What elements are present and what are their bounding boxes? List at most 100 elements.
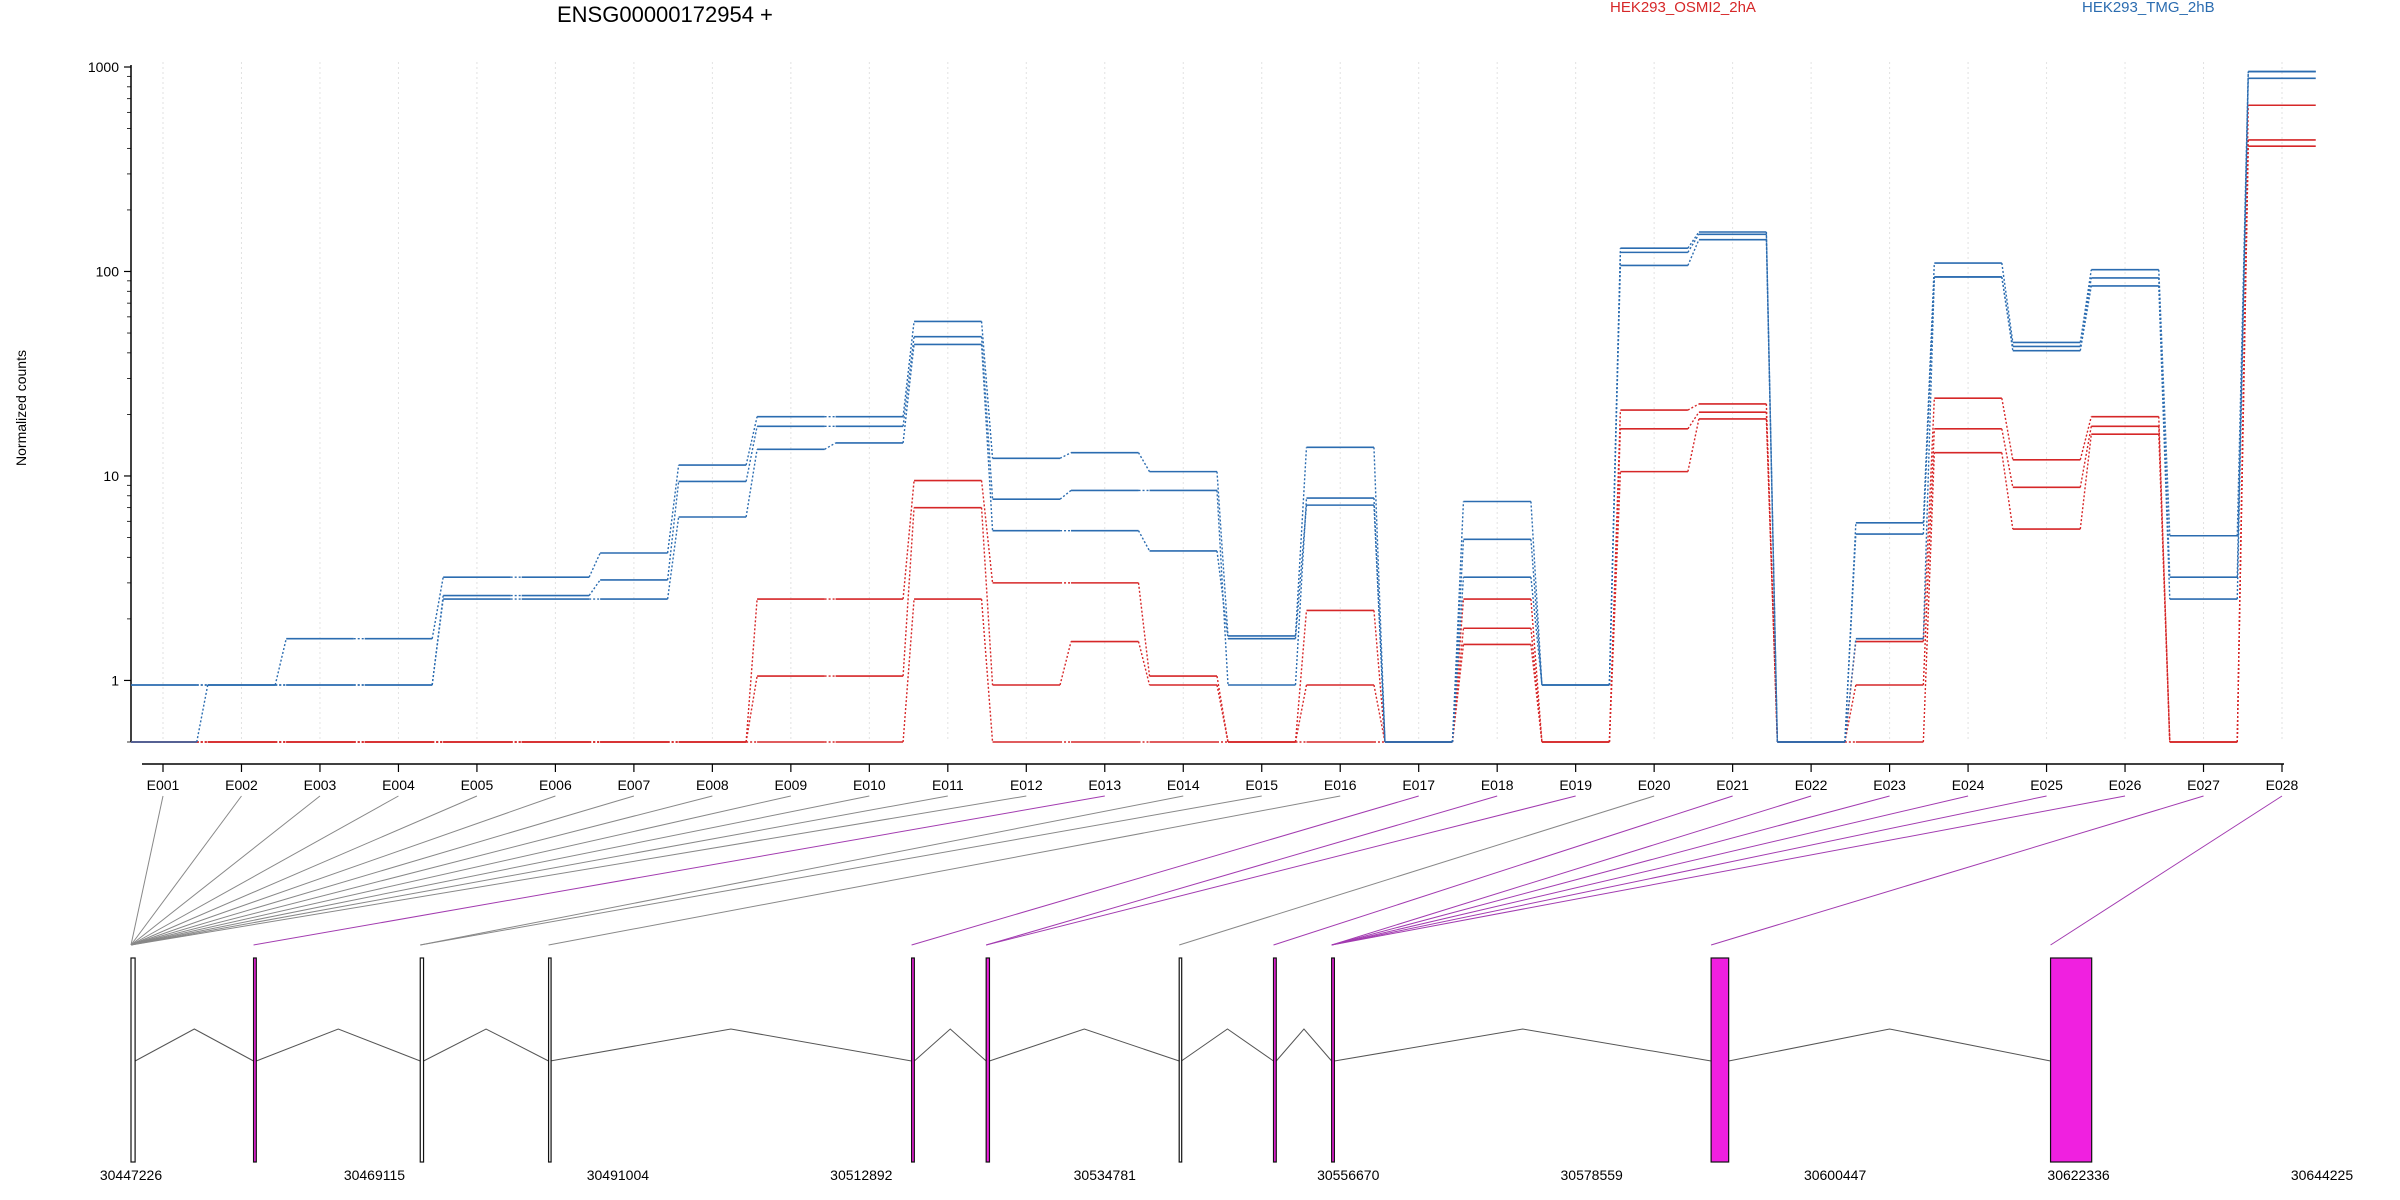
- series-5-connector: [1451, 501, 1465, 743]
- gene-coordinate-label: 30534781: [1074, 1167, 1137, 1183]
- series-5-connector: [1216, 471, 1229, 637]
- series-3-connector: [666, 516, 680, 600]
- x-tick-label-E008: E008: [696, 777, 729, 793]
- gene-exon-1: [130, 957, 136, 1163]
- series-5-connector: [2001, 262, 2014, 343]
- series-1-connector: [1059, 641, 1072, 686]
- series-1-connector: [1530, 628, 1543, 743]
- intron-5: [914, 1028, 987, 1062]
- link-E014: [420, 795, 1184, 946]
- link-E002: [130, 795, 242, 946]
- x-tick-label-E005: E005: [461, 777, 494, 793]
- link-E012: [130, 795, 1027, 946]
- gene-exon-10: [1710, 957, 1730, 1163]
- series-4-connector: [431, 595, 444, 686]
- gene-exon-3: [419, 957, 425, 1163]
- series-0-connector: [1687, 418, 1700, 472]
- series-5-connector: [588, 552, 601, 578]
- link-E011: [130, 795, 948, 946]
- series-0-connector: [2001, 452, 2014, 530]
- x-tick-label-E017: E017: [1402, 777, 1435, 793]
- link-E021: [1273, 795, 1733, 946]
- x-tick-label-E010: E010: [853, 777, 886, 793]
- link-E013: [253, 795, 1105, 946]
- x-tick-label-E022: E022: [1795, 777, 1828, 793]
- link-E001: [130, 795, 164, 946]
- series-4-connector: [1687, 233, 1700, 253]
- series-1-connector: [1373, 684, 1386, 743]
- series-2-connector: [1608, 410, 1622, 743]
- intron-7: [1181, 1028, 1274, 1062]
- link-E020: [1179, 795, 1655, 946]
- series-0-connector: [1922, 452, 1936, 743]
- y-tick-label-1: 1: [111, 672, 119, 688]
- x-tick-label-E009: E009: [775, 777, 808, 793]
- gene-coordinate-label: 30622336: [2047, 1167, 2110, 1183]
- x-tick-label-E015: E015: [1245, 777, 1278, 793]
- series-3-connector: [745, 449, 758, 518]
- link-E026: [1331, 795, 2126, 946]
- series-3-connector: [824, 442, 836, 450]
- series-5-connector: [1530, 501, 1543, 686]
- series-5-connector: [902, 321, 915, 417]
- x-tick-label-E011: E011: [932, 777, 964, 793]
- series-3-connector: [1137, 530, 1151, 552]
- series-2-connector: [745, 599, 758, 743]
- series-5-connector: [2236, 71, 2249, 536]
- series-5-connector: [1608, 248, 1622, 686]
- link-E018: [986, 795, 1498, 946]
- gene-exon-9: [1331, 957, 1335, 1163]
- intron-6: [989, 1028, 1180, 1062]
- series-1-connector: [745, 675, 758, 743]
- link-E009: [130, 795, 791, 946]
- series-5-connector: [2158, 269, 2171, 536]
- x-tick-label-E028: E028: [2266, 777, 2299, 793]
- gene-coordinate-label: 30600447: [1804, 1167, 1867, 1183]
- series-2-connector: [1687, 403, 1700, 411]
- exon-grid: [162, 62, 2283, 742]
- series-5-connector: [431, 577, 444, 639]
- series-2-connector: [2001, 398, 2014, 460]
- intron-4: [550, 1028, 912, 1062]
- x-tick-label-E002: E002: [225, 777, 258, 793]
- series-1-connector: [1451, 628, 1465, 743]
- link-E003: [130, 795, 321, 946]
- series-4-connector: [196, 684, 209, 743]
- series-3-connector: [2236, 78, 2249, 600]
- x-tick-label-E006: E006: [539, 777, 572, 793]
- gene-model: 30447226 30469115 30491004 30512892 30534781…: [100, 957, 2354, 1183]
- gene-coordinate-label: 30447226: [100, 1167, 163, 1183]
- link-E025: [1331, 795, 2047, 946]
- x-tick-label-E026: E026: [2109, 777, 2142, 793]
- gene-exon-8: [1272, 957, 1277, 1163]
- x-tick-label-E001: E001: [147, 777, 180, 793]
- link-E024: [1331, 795, 1969, 946]
- y-tick-label-1000: 1000: [88, 59, 119, 75]
- x-tick-label-E013: E013: [1088, 777, 1121, 793]
- y-axis-label: Normalized counts: [13, 350, 29, 466]
- intron-2: [256, 1028, 421, 1062]
- x-tick-label-E025: E025: [2030, 777, 2063, 793]
- intron-10: [1728, 1028, 2051, 1062]
- series-5-connector: [745, 416, 758, 466]
- x-tick-label-E027: E027: [2187, 777, 2220, 793]
- series-3-connector: [1451, 577, 1465, 743]
- series-5-connector: [1687, 231, 1700, 249]
- intron-9: [1334, 1028, 1712, 1062]
- link-E017: [911, 795, 1419, 946]
- gene-exon-4: [547, 957, 552, 1163]
- link-E027: [1710, 795, 2204, 946]
- series-1-connector: [1922, 428, 1936, 686]
- series-1-connector: [2158, 426, 2171, 743]
- series-4-connector: [2001, 276, 2014, 347]
- x-tick-label-E003: E003: [304, 777, 337, 793]
- x-tick-label-E004: E004: [382, 777, 415, 793]
- series-2-connector: [980, 480, 994, 583]
- gene-coordinate-label: 30644225: [2291, 1167, 2354, 1183]
- series-2-connector: [2079, 416, 2092, 460]
- gene-coordinate-label: 30469115: [344, 1167, 405, 1183]
- series-1-connector: [1687, 411, 1700, 430]
- series-5-connector: [274, 638, 287, 686]
- series-5-connector: [666, 465, 680, 554]
